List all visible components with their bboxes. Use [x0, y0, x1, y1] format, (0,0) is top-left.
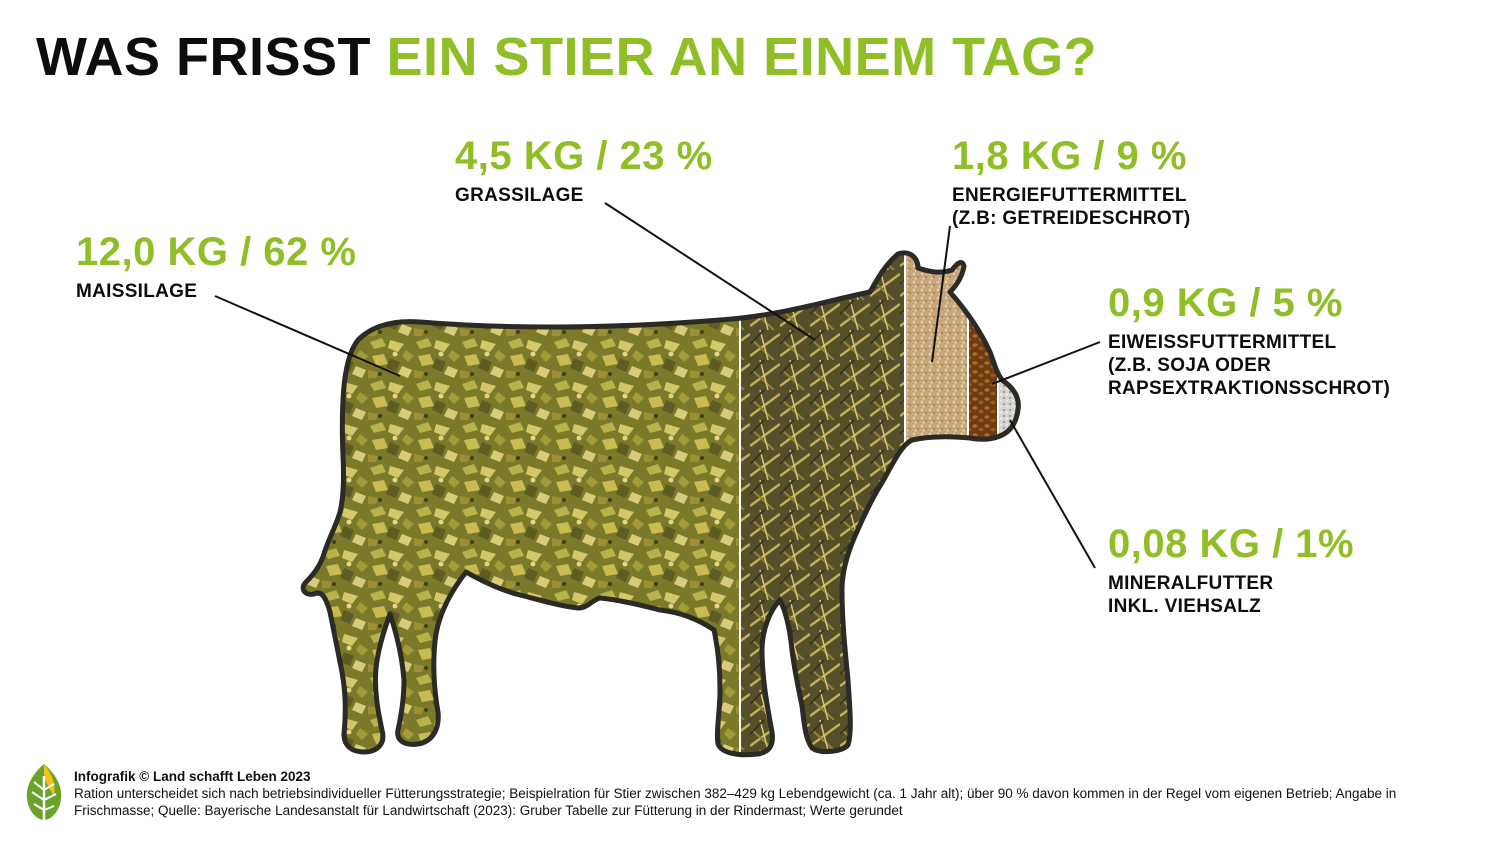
cow-feed-sections: [303, 252, 1019, 755]
stat-label: EIWEISSFUTTERMITTEL (Z.B. SOJA ODER RAPS…: [1108, 331, 1390, 401]
section-energiefuttermittel: [905, 252, 968, 755]
stat-label-line: ENERGIEFUTTERMITTEL: [952, 185, 1187, 206]
section-mineralfutter: [998, 252, 1019, 755]
footer-text: Infografik © Land schafft Leben 2023 Rat…: [74, 768, 1474, 819]
footer-note: Ration unterscheidet sich nach betriebsi…: [74, 786, 1397, 818]
stat-grassilage: 4,5 KG / 23 % GRASSILAGE: [455, 136, 713, 207]
stat-label-line: (Z.B: GETREIDESCHROT): [952, 208, 1191, 230]
leader-line-mineralfutter: [1009, 419, 1096, 569]
stat-label-line: MINERALFUTTER: [1108, 573, 1274, 594]
stat-label-line: GRASSILAGE: [455, 185, 584, 206]
leader-line-eiweissfuttermittel: [991, 341, 1101, 385]
title-part-black: WAS FRISST: [36, 27, 372, 87]
stat-value: 1,8 KG / 9 %: [952, 134, 1187, 178]
stat-label: MAISSILAGE: [76, 280, 356, 303]
stat-label-line: INKL. VIEHSALZ: [1108, 596, 1262, 618]
stat-maissilage: 12,0 KG / 62 % MAISSILAGE: [76, 232, 356, 303]
stat-value: 0,9 KG / 5 %: [1108, 281, 1343, 325]
stat-label: GRASSILAGE: [455, 184, 713, 207]
footer-credit: Infografik © Land schafft Leben 2023: [74, 769, 311, 784]
section-maissilage: [303, 252, 740, 755]
stat-label: MINERALFUTTER INKL. VIEHSALZ: [1108, 572, 1354, 618]
stat-value: 0,08 KG / 1%: [1108, 522, 1355, 566]
page-title: WAS FRISST EIN STIER AN EINEM TAG?: [36, 30, 1097, 84]
leader-line-maissilage: [214, 295, 401, 377]
stat-value: 12,0 KG / 62 %: [76, 230, 357, 274]
leader-line-grassilage: [604, 202, 816, 341]
title-part-green: EIN STIER AN EINEM TAG?: [386, 27, 1098, 87]
stat-value: 4,5 KG / 23 %: [455, 134, 713, 178]
leaf-logo-icon: [26, 764, 62, 820]
stat-eiweissfuttermittel: 0,9 KG / 5 % EIWEISSFUTTERMITTEL (Z.B. S…: [1108, 283, 1390, 401]
leader-line-energiefuttermittel: [931, 225, 951, 363]
stat-label-line: EIWEISSFUTTERMITTEL: [1108, 332, 1337, 353]
stat-label: ENERGIEFUTTERMITTEL (Z.B: GETREIDESCHROT…: [952, 184, 1191, 230]
stat-energiefuttermittel: 1,8 KG / 9 % ENERGIEFUTTERMITTEL (Z.B: G…: [952, 136, 1191, 230]
stat-label-line: (Z.B. SOJA ODER: [1108, 355, 1272, 377]
stat-label-line: MAISSILAGE: [76, 281, 198, 302]
stat-mineralfutter: 0,08 KG / 1% MINERALFUTTER INKL. VIEHSAL…: [1108, 524, 1354, 618]
stat-label-line: RAPSEXTRAKTIONSSCHROT): [1108, 378, 1391, 400]
